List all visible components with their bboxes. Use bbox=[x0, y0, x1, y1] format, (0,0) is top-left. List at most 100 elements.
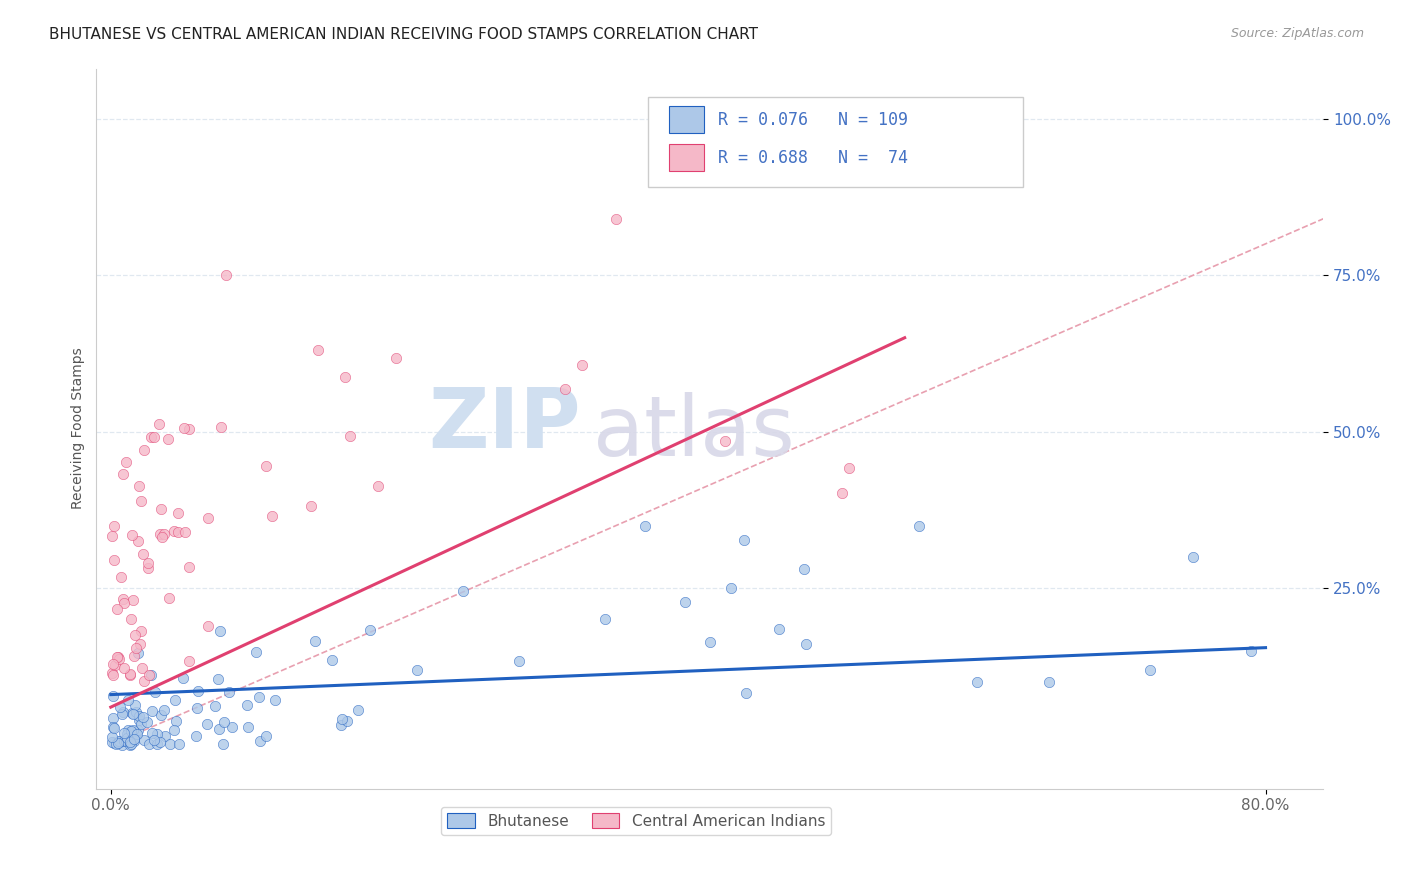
Point bbox=[299, 499, 322, 513]
Point bbox=[128, 709, 150, 723]
Point bbox=[148, 734, 170, 748]
Point bbox=[142, 732, 165, 747]
Point bbox=[172, 671, 194, 685]
Point bbox=[330, 712, 353, 726]
Point bbox=[112, 705, 135, 719]
Point bbox=[128, 479, 150, 493]
Text: R = 0.076   N = 109: R = 0.076 N = 109 bbox=[718, 111, 908, 128]
Point bbox=[108, 734, 131, 748]
Point bbox=[105, 601, 128, 615]
Point bbox=[207, 673, 229, 687]
Point bbox=[359, 623, 381, 637]
Point bbox=[143, 430, 166, 444]
Point bbox=[163, 524, 186, 538]
Point bbox=[121, 732, 143, 747]
Point bbox=[111, 738, 134, 752]
Point bbox=[768, 622, 790, 636]
Point bbox=[136, 560, 159, 574]
Point bbox=[167, 737, 190, 751]
Point bbox=[101, 735, 124, 749]
Point bbox=[127, 534, 149, 549]
Point bbox=[554, 382, 576, 396]
Point bbox=[131, 660, 153, 674]
Point bbox=[138, 737, 160, 751]
Point bbox=[155, 730, 177, 744]
Point bbox=[156, 432, 179, 446]
Point bbox=[165, 714, 187, 728]
Point bbox=[735, 686, 758, 700]
Point bbox=[208, 624, 231, 638]
Point bbox=[165, 692, 187, 706]
Point bbox=[117, 692, 139, 706]
Point bbox=[125, 706, 148, 720]
Point bbox=[571, 358, 593, 372]
Point bbox=[117, 723, 139, 737]
Point bbox=[831, 486, 853, 500]
Point bbox=[111, 592, 134, 607]
Text: Source: ZipAtlas.com: Source: ZipAtlas.com bbox=[1230, 27, 1364, 40]
Point bbox=[330, 717, 353, 731]
Point bbox=[634, 518, 657, 533]
Point bbox=[112, 595, 135, 609]
Point bbox=[111, 467, 134, 481]
Point bbox=[714, 434, 737, 448]
Point bbox=[1038, 675, 1060, 690]
Point bbox=[110, 700, 132, 714]
Point bbox=[120, 666, 142, 681]
Point bbox=[167, 506, 190, 520]
Point bbox=[111, 706, 134, 721]
Point bbox=[385, 351, 408, 365]
Point bbox=[150, 531, 173, 545]
Point bbox=[101, 667, 124, 681]
Point bbox=[148, 417, 170, 431]
Point bbox=[209, 420, 232, 434]
Point bbox=[177, 422, 200, 436]
Point bbox=[107, 651, 129, 665]
Point bbox=[605, 211, 627, 226]
Text: ZIP: ZIP bbox=[429, 384, 581, 466]
Point bbox=[112, 726, 135, 740]
Point bbox=[101, 529, 124, 543]
Point bbox=[167, 524, 190, 539]
Point bbox=[347, 703, 370, 717]
Point bbox=[195, 717, 218, 731]
Point bbox=[103, 721, 125, 735]
Point bbox=[141, 726, 163, 740]
Point bbox=[112, 734, 135, 748]
Point bbox=[132, 733, 155, 747]
Point bbox=[132, 674, 155, 689]
Point bbox=[107, 650, 129, 665]
Point bbox=[121, 593, 143, 607]
Point bbox=[262, 508, 284, 523]
Point bbox=[159, 737, 181, 751]
Point bbox=[197, 511, 219, 525]
Point bbox=[104, 658, 127, 673]
Point bbox=[406, 663, 429, 677]
Point bbox=[110, 569, 132, 583]
Point bbox=[335, 714, 357, 728]
Point bbox=[150, 501, 173, 516]
Point bbox=[218, 685, 240, 699]
Point bbox=[121, 528, 143, 542]
Point bbox=[673, 594, 696, 608]
Point bbox=[734, 533, 756, 547]
Point bbox=[129, 637, 152, 651]
Point bbox=[838, 461, 860, 475]
Point bbox=[152, 703, 174, 717]
Point bbox=[1139, 663, 1161, 677]
Point bbox=[307, 343, 329, 357]
Point bbox=[127, 646, 149, 660]
Point bbox=[908, 518, 931, 533]
Point bbox=[186, 729, 208, 743]
Point bbox=[103, 720, 125, 734]
Point bbox=[125, 641, 148, 656]
Point bbox=[103, 711, 125, 725]
Point bbox=[204, 698, 226, 713]
Point bbox=[103, 518, 125, 533]
Text: R = 0.688   N =  74: R = 0.688 N = 74 bbox=[718, 149, 908, 167]
Point bbox=[720, 581, 742, 595]
Point bbox=[108, 735, 131, 749]
Point bbox=[132, 442, 155, 457]
Point bbox=[124, 628, 146, 642]
Point bbox=[212, 714, 235, 729]
